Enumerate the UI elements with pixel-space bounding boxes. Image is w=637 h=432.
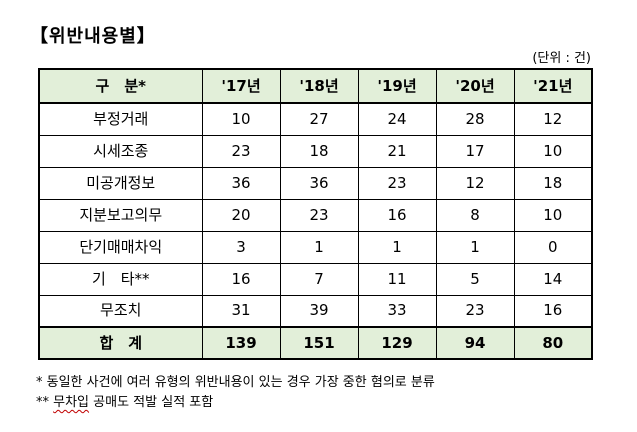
cell-value: 36	[279, 166, 359, 200]
cell-value: 24	[357, 102, 437, 136]
cell-value: 8	[435, 198, 515, 232]
row-label: 무조치	[38, 294, 203, 328]
violation-table: 구 분* '17년 '18년 '19년 '20년 '21년 부정거래 10 27…	[38, 68, 593, 360]
cell-value: 3	[201, 230, 281, 264]
cell-value: 16	[357, 198, 437, 232]
cell-value: 7	[279, 262, 359, 296]
table-row: 지분보고의무 20 23 16 8 10	[38, 198, 593, 232]
cell-value: 1	[435, 230, 515, 264]
cell-value: 11	[357, 262, 437, 296]
cell-value: 31	[201, 294, 281, 328]
cell-value: 5	[435, 262, 515, 296]
header-year: '19년	[357, 68, 437, 104]
total-label: 합 계	[38, 326, 203, 360]
cell-value: 12	[513, 102, 593, 136]
cell-value: 21	[357, 134, 437, 168]
cell-value: 23	[201, 134, 281, 168]
cell-value: 12	[435, 166, 515, 200]
cell-value: 0	[513, 230, 593, 264]
row-label: 부정거래	[38, 102, 203, 136]
cell-value: 17	[435, 134, 515, 168]
cell-value: 10	[513, 198, 593, 232]
cell-value: 28	[435, 102, 515, 136]
header-year: '21년	[513, 68, 593, 104]
footnote-2-rest: 공매도 적발 실적 포함	[89, 395, 214, 410]
cell-value: 23	[279, 198, 359, 232]
cell-value: 16	[513, 294, 593, 328]
cell-value: 1	[279, 230, 359, 264]
cell-value: 1	[357, 230, 437, 264]
cell-value: 39	[279, 294, 359, 328]
header-category: 구 분*	[38, 68, 203, 104]
header-row: 구 분* '17년 '18년 '19년 '20년 '21년	[38, 68, 593, 104]
table-row: 시세조종 23 18 21 17 10	[38, 134, 593, 168]
header-year: '18년	[279, 68, 359, 104]
table-row: 부정거래 10 27 24 28 12	[38, 102, 593, 136]
total-value: 80	[513, 326, 593, 360]
footnote-2-prefix: **	[36, 395, 54, 410]
footnote-2-underlined: 무차입	[53, 395, 90, 410]
cell-value: 33	[357, 294, 437, 328]
cell-value: 18	[279, 134, 359, 168]
total-value: 94	[435, 326, 515, 360]
cell-value: 27	[279, 102, 359, 136]
unit-label: (단위 : 건)	[532, 51, 591, 66]
table-row: 미공개정보 36 36 23 12 18	[38, 166, 593, 200]
cell-value: 14	[513, 262, 593, 296]
total-value: 129	[357, 326, 437, 360]
cell-value: 16	[201, 262, 281, 296]
table-row: 무조치 31 39 33 23 16	[38, 294, 593, 328]
cell-value: 10	[513, 134, 593, 168]
cell-value: 10	[201, 102, 281, 136]
total-value: 151	[279, 326, 359, 360]
cell-value: 36	[201, 166, 281, 200]
total-value: 139	[201, 326, 281, 360]
table-row: 기 타** 16 7 11 5 14	[38, 262, 593, 296]
cell-value: 20	[201, 198, 281, 232]
footnote-1: * 동일한 사건에 여러 유형의 위반내용이 있는 경우 가장 중한 혐의로 분…	[36, 375, 435, 390]
row-label: 단기매매차익	[38, 230, 203, 264]
cell-value: 23	[435, 294, 515, 328]
footnote-2: ** 무차입 공매도 적발 실적 포함	[36, 396, 213, 409]
cell-value: 23	[357, 166, 437, 200]
row-label: 미공개정보	[38, 166, 203, 200]
cell-value: 18	[513, 166, 593, 200]
header-year: '17년	[201, 68, 281, 104]
row-label: 기 타**	[38, 262, 203, 296]
total-row: 합 계 139 151 129 94 80	[38, 326, 593, 360]
row-label: 시세조종	[38, 134, 203, 168]
header-year: '20년	[435, 68, 515, 104]
table-row: 단기매매차익 3 1 1 1 0	[38, 230, 593, 264]
row-label: 지분보고의무	[38, 198, 203, 232]
page-title: 【위반내용별】	[30, 26, 156, 47]
